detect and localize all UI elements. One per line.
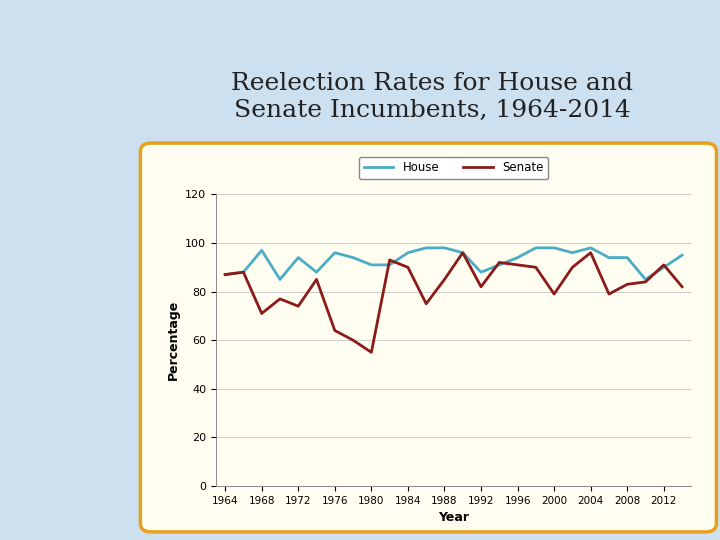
Senate — [550, 291, 559, 297]
Senate — [531, 264, 540, 271]
Senate — [440, 276, 449, 283]
House — [477, 269, 485, 275]
House — [312, 269, 321, 275]
Senate — [568, 264, 577, 271]
Line: House: House — [225, 248, 682, 280]
Senate — [605, 291, 613, 297]
Senate — [586, 249, 595, 256]
Senate — [294, 303, 302, 309]
Senate — [477, 284, 485, 290]
House — [513, 254, 522, 261]
House — [348, 254, 357, 261]
House — [257, 247, 266, 253]
House — [330, 249, 339, 256]
Y-axis label: Percentage: Percentage — [166, 300, 179, 380]
Senate — [367, 349, 376, 355]
House — [495, 261, 503, 268]
House — [586, 245, 595, 251]
Senate — [642, 279, 650, 285]
Senate — [330, 327, 339, 334]
House — [294, 254, 302, 261]
Line: Senate: Senate — [225, 253, 682, 352]
House — [404, 249, 413, 256]
Senate — [422, 300, 431, 307]
Senate — [660, 261, 668, 268]
Senate — [623, 281, 631, 287]
House — [239, 269, 248, 275]
Senate — [678, 284, 686, 290]
House — [642, 276, 650, 283]
House — [605, 254, 613, 261]
Senate — [495, 259, 503, 266]
Legend: House, Senate: House, Senate — [359, 157, 548, 179]
House — [385, 261, 394, 268]
House — [623, 254, 631, 261]
House — [221, 271, 230, 278]
Senate — [239, 269, 248, 275]
Senate — [513, 261, 522, 268]
House — [550, 245, 559, 251]
Senate — [385, 256, 394, 263]
House — [678, 252, 686, 258]
Senate — [276, 295, 284, 302]
House — [440, 245, 449, 251]
House — [660, 264, 668, 271]
Senate — [348, 337, 357, 343]
House — [367, 261, 376, 268]
Senate — [459, 249, 467, 256]
House — [459, 249, 467, 256]
FancyBboxPatch shape — [140, 143, 716, 532]
House — [276, 276, 284, 283]
Senate — [221, 271, 230, 278]
Senate — [312, 276, 321, 283]
Text: Reelection Rates for House and
Senate Incumbents, 1964‑2014: Reelection Rates for House and Senate In… — [231, 72, 633, 122]
Senate — [257, 310, 266, 316]
House — [531, 245, 540, 251]
Senate — [404, 264, 413, 271]
House — [568, 249, 577, 256]
X-axis label: Year: Year — [438, 511, 469, 524]
House — [422, 245, 431, 251]
